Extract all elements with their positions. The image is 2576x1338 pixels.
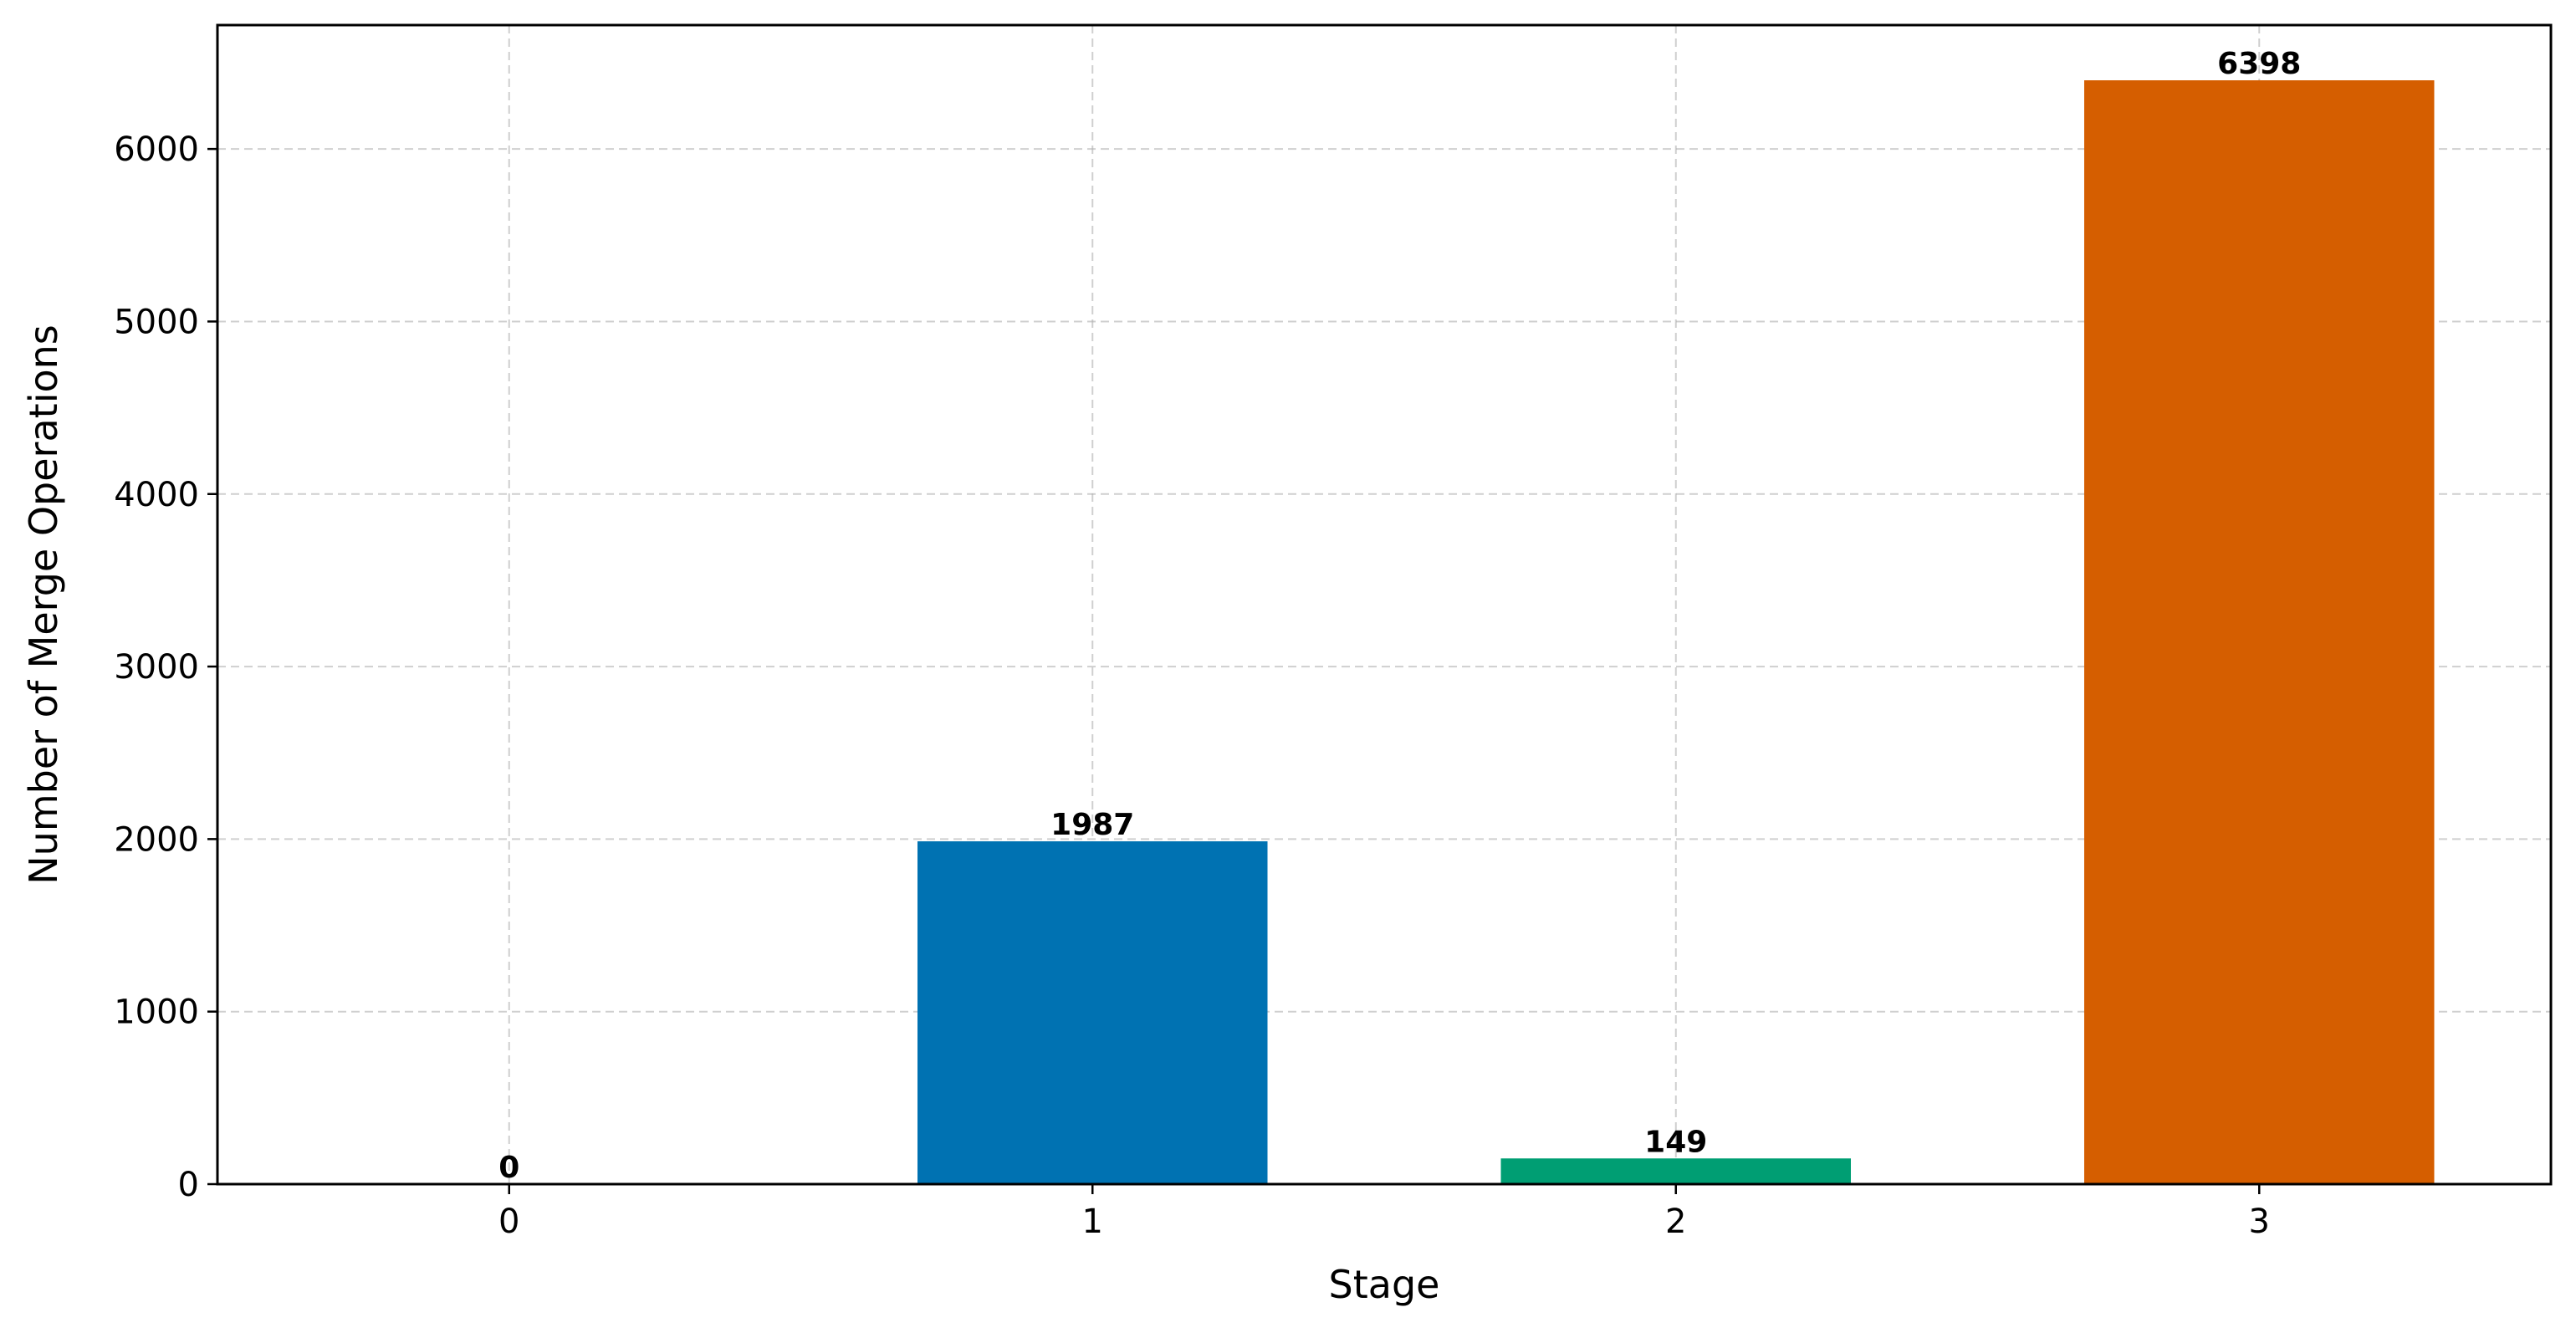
axis-ticks: 0 1000 2000 3000 4000 5000 6000 0 1 2 3 — [114, 130, 2270, 1241]
data-label-stage-1: 1987 — [1050, 808, 1134, 842]
bars — [917, 80, 2435, 1184]
data-label-stage-3: 6398 — [2217, 47, 2301, 81]
data-label-stage-2: 149 — [1644, 1125, 1707, 1159]
data-labels: 0 1987 149 6398 — [498, 47, 2301, 1185]
plot-frame — [216, 23, 2553, 1186]
y-tick-label: 4000 — [114, 476, 199, 514]
x-tick-label: 1 — [1082, 1203, 1103, 1241]
x-tick-label: 2 — [1665, 1203, 1686, 1241]
bar-stage-1 — [917, 841, 1268, 1184]
y-axis-label: Number of Merge Operations — [21, 324, 66, 884]
y-tick-label: 5000 — [114, 303, 199, 341]
y-tick-label: 2000 — [114, 820, 199, 859]
bar-stage-3 — [2084, 80, 2435, 1184]
x-tick-label: 3 — [2249, 1203, 2270, 1241]
x-axis-label: Stage — [1329, 1262, 1440, 1307]
data-label-stage-0: 0 — [498, 1151, 519, 1185]
y-tick-label: 1000 — [114, 993, 199, 1032]
y-tick-label: 0 — [178, 1166, 199, 1204]
x-tick-label: 0 — [498, 1203, 519, 1241]
bar-stage-2 — [1500, 1158, 1851, 1184]
y-tick-label: 3000 — [114, 648, 199, 687]
y-tick-label: 6000 — [114, 130, 199, 169]
